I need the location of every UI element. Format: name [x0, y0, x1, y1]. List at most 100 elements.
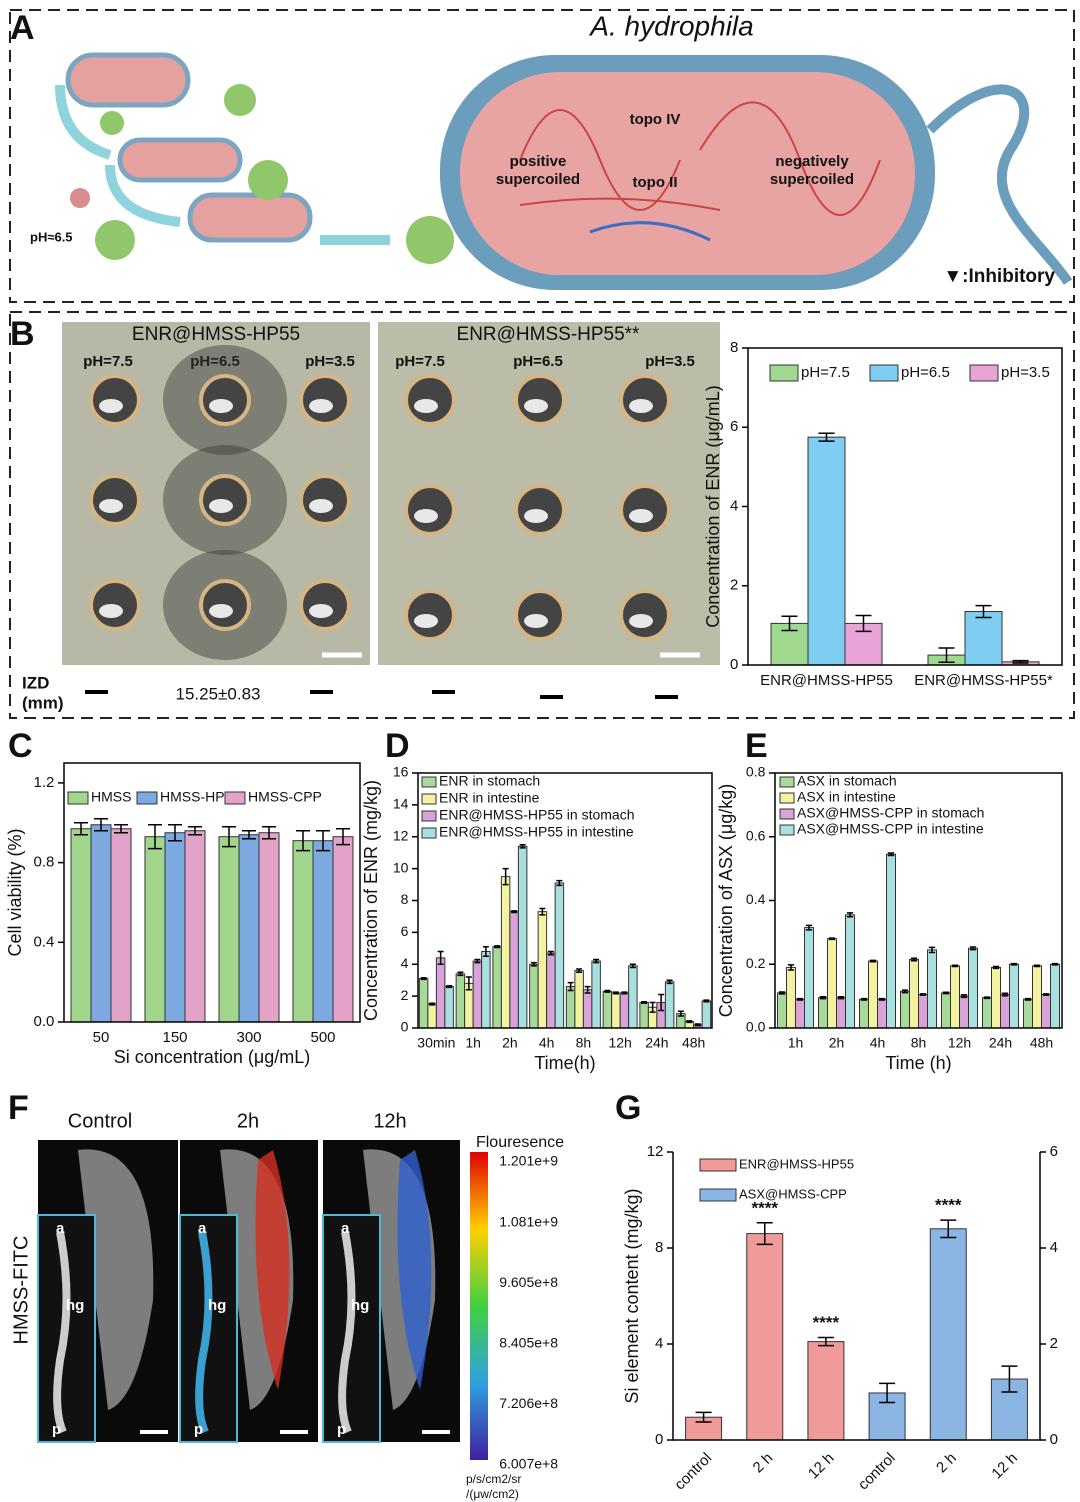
- y-axis-label: Cell viability (%): [5, 828, 25, 956]
- column-label: 12h: [373, 1110, 406, 1132]
- colorbar-tick-label: 1.081e+9: [499, 1213, 558, 1229]
- significance-label: ****: [813, 1313, 840, 1332]
- error-bar: [547, 950, 554, 956]
- error-bar: [860, 997, 868, 1001]
- bar: [184, 830, 206, 1023]
- well-residue: [99, 399, 123, 413]
- bar: [701, 1000, 712, 1029]
- error-bar: [1012, 659, 1029, 664]
- error-bar: [818, 432, 835, 442]
- error-bar: [940, 1219, 957, 1239]
- error-bar: [686, 1020, 693, 1024]
- x-tick-label: 4h: [539, 1035, 555, 1051]
- bar: [1041, 994, 1051, 1029]
- legend-swatch: [779, 824, 795, 836]
- well-residue: [309, 604, 333, 618]
- bar: [845, 914, 855, 1029]
- well-residue: [629, 509, 653, 523]
- dna: [519, 101, 881, 216]
- error-bar: [114, 824, 128, 834]
- x-tick-label: control: [671, 1450, 715, 1494]
- error-bar: [969, 946, 977, 951]
- error-bar: [756, 1222, 773, 1246]
- colorbar-tick-label: 6.007e+8: [499, 1456, 558, 1472]
- error-bar: [951, 964, 959, 968]
- organ-label: p: [52, 1421, 61, 1438]
- error-bar: [242, 829, 256, 840]
- intestine: [338, 1231, 356, 1434]
- error-bar: [437, 950, 444, 965]
- bar: [619, 992, 630, 1029]
- colorbar-tick-label: 8.405e+8: [499, 1335, 558, 1351]
- x-tick-label: 1h: [465, 1035, 481, 1051]
- error-bar: [855, 614, 872, 633]
- error-bar: [694, 1023, 701, 1027]
- legend-label: ASX in stomach: [797, 773, 897, 789]
- error-bar: [649, 1001, 656, 1013]
- y-tick-label: 0.2: [746, 955, 766, 971]
- organ-label: hg: [351, 1297, 369, 1314]
- intestine: [195, 1231, 213, 1434]
- legend-label: HMSS: [91, 789, 131, 805]
- error-bar: [658, 993, 665, 1012]
- bar: [1050, 963, 1060, 1029]
- y-tick-label: 0: [730, 656, 738, 673]
- colorbar-tick-label: 9.605e+8: [499, 1274, 558, 1290]
- y-tick-label: 8: [655, 1239, 663, 1256]
- error-bar: [262, 826, 276, 840]
- bar: [804, 927, 814, 1029]
- error-bar: [446, 985, 453, 989]
- error-bar: [666, 979, 673, 985]
- legend-label: ASX@HMSS-CPP in stomach: [797, 805, 984, 821]
- error-bar: [593, 958, 600, 964]
- error-bar: [465, 976, 472, 991]
- panel-label: E: [745, 727, 768, 765]
- colorbar-tick-label: 1.201e+9: [499, 1153, 558, 1169]
- well-residue: [209, 604, 233, 618]
- legend-swatch: [421, 793, 437, 805]
- x-tick-label: 2h: [829, 1035, 845, 1051]
- x-tick-label: 24h: [989, 1035, 1012, 1051]
- bar: [110, 828, 132, 1023]
- colorbar-unit: /(μw/cm2): [466, 1487, 519, 1501]
- well-residue: [99, 499, 123, 513]
- bar: [929, 1228, 967, 1441]
- y-tick-label: 4: [655, 1335, 663, 1352]
- well-residue: [414, 509, 438, 523]
- error-bar: [474, 958, 481, 964]
- legend-label: ASX@HMSS-CPP in intestine: [797, 821, 984, 837]
- y-tick-label: 6: [401, 923, 409, 939]
- bar: [818, 997, 828, 1029]
- well-residue: [524, 399, 548, 413]
- error-bar: [879, 1382, 896, 1404]
- legend-swatch: [699, 1188, 737, 1202]
- error-bar: [928, 946, 936, 954]
- bar: [777, 992, 787, 1029]
- negative-label: supercoiled: [770, 171, 854, 188]
- y-tick-label: 12: [647, 1143, 664, 1160]
- error-bar: [567, 981, 574, 992]
- error-bar: [805, 924, 813, 931]
- x-tick-label: 12h: [608, 1035, 631, 1051]
- bar: [827, 938, 837, 1029]
- ph-label: pH=6.5: [190, 353, 240, 370]
- x-tick-label: 1h: [788, 1035, 804, 1051]
- legend-swatch: [67, 791, 89, 805]
- row-label: HMSS-FITC: [10, 1236, 32, 1345]
- legend-label: pH=6.5: [901, 364, 950, 381]
- error-bar: [612, 991, 619, 995]
- x-tick-label: 4h: [870, 1035, 886, 1051]
- x-tick-label: 12 h: [988, 1450, 1021, 1483]
- y-tick-label: 0.6: [746, 827, 766, 843]
- plot-frame: [747, 347, 1063, 666]
- legend-swatch: [779, 776, 795, 788]
- bar: [1023, 998, 1033, 1029]
- bar: [868, 960, 878, 1029]
- nanoparticle: [406, 216, 454, 264]
- fish: [78, 1149, 154, 1410]
- bar: [859, 998, 869, 1029]
- panel-label: C: [8, 727, 33, 765]
- y-tick-label: 6: [730, 418, 738, 435]
- x-tick-label: 48h: [1030, 1035, 1053, 1051]
- y-axis-label: Concentration of ENR (mg/kg): [361, 780, 381, 1021]
